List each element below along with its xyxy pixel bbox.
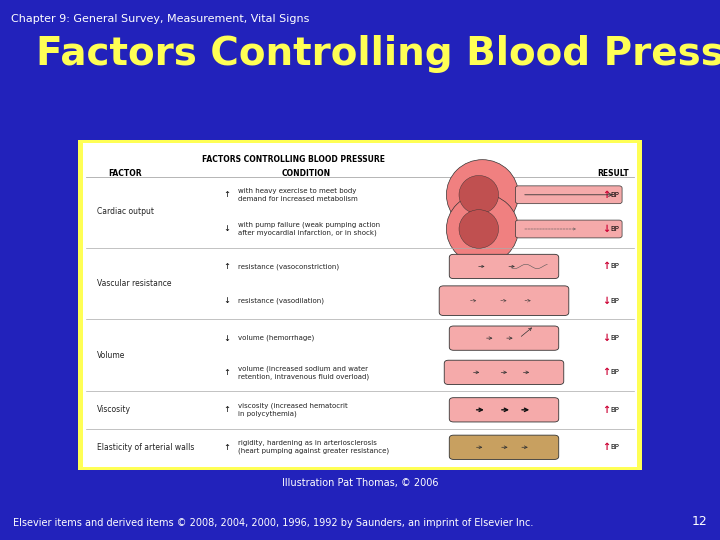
FancyBboxPatch shape — [439, 286, 569, 315]
Ellipse shape — [446, 160, 518, 230]
Text: BP: BP — [611, 192, 619, 198]
FancyBboxPatch shape — [449, 254, 559, 279]
Text: ↓: ↓ — [223, 334, 230, 343]
Text: Volume: Volume — [97, 351, 125, 360]
Text: ↓: ↓ — [602, 224, 610, 234]
FancyBboxPatch shape — [449, 435, 559, 460]
Text: Chapter 9: General Survey, Measurement, Vital Signs: Chapter 9: General Survey, Measurement, … — [11, 14, 309, 24]
Ellipse shape — [446, 194, 518, 264]
Text: ↑: ↑ — [223, 443, 230, 452]
Text: ↓: ↓ — [223, 225, 230, 233]
Text: Vascular resistance: Vascular resistance — [97, 279, 171, 288]
Text: BP: BP — [611, 335, 619, 341]
Text: BP: BP — [611, 298, 619, 303]
Text: Elasticity of arterial walls: Elasticity of arterial walls — [97, 443, 194, 452]
Text: ↓: ↓ — [602, 333, 610, 343]
Text: BP: BP — [611, 369, 619, 375]
Text: volume (increased sodium and water
retention, intravenous fluid overload): volume (increased sodium and water reten… — [238, 365, 369, 380]
Text: BP: BP — [611, 407, 619, 413]
Text: viscosity (increased hematocrit
in polycythemia): viscosity (increased hematocrit in polyc… — [238, 403, 347, 417]
Text: ↑: ↑ — [602, 405, 610, 415]
Text: ↓: ↓ — [602, 296, 610, 306]
Text: resistance (vasoconstriction): resistance (vasoconstriction) — [238, 263, 338, 269]
FancyBboxPatch shape — [516, 220, 622, 238]
Text: ↑: ↑ — [602, 261, 610, 272]
Text: ↑: ↑ — [602, 190, 610, 200]
Ellipse shape — [459, 210, 498, 248]
Text: BP: BP — [611, 264, 619, 269]
Text: Elsevier items and derived items © 2008, 2004, 2000, 1996, 1992 by Saunders, an : Elsevier items and derived items © 2008,… — [13, 518, 534, 528]
FancyBboxPatch shape — [449, 326, 559, 350]
Bar — [83, 143, 637, 467]
Text: 12: 12 — [691, 515, 707, 528]
Text: RESULT: RESULT — [598, 169, 629, 178]
Text: BP: BP — [611, 444, 619, 450]
Text: with heavy exercise to meet body
demand for increased metabolism: with heavy exercise to meet body demand … — [238, 188, 357, 201]
Text: ↑: ↑ — [602, 367, 610, 377]
Ellipse shape — [459, 176, 498, 214]
FancyBboxPatch shape — [444, 360, 564, 384]
Text: CONDITION: CONDITION — [282, 169, 330, 178]
FancyBboxPatch shape — [449, 397, 559, 422]
Text: ↑: ↑ — [223, 190, 230, 199]
Text: ↑: ↑ — [602, 442, 610, 453]
Text: FACTORS CONTROLLING BLOOD PRESSURE: FACTORS CONTROLLING BLOOD PRESSURE — [202, 155, 385, 164]
Text: with pump failure (weak pumping action
after myocardial infarction, or in shock): with pump failure (weak pumping action a… — [238, 222, 379, 236]
Text: BP: BP — [611, 226, 619, 232]
Text: Factors Controlling Blood Pressure: Factors Controlling Blood Pressure — [36, 35, 720, 73]
Text: Viscosity: Viscosity — [97, 406, 131, 414]
Text: volume (hemorrhage): volume (hemorrhage) — [238, 335, 314, 341]
Text: rigidity, hardening as in arteriosclerosis
(heart pumping against greater resist: rigidity, hardening as in arterioscleros… — [238, 440, 389, 454]
Text: Cardiac output: Cardiac output — [97, 207, 154, 217]
Text: ↑: ↑ — [223, 406, 230, 414]
Text: resistance (vasodilation): resistance (vasodilation) — [238, 298, 323, 304]
Text: ↑: ↑ — [223, 368, 230, 377]
Text: ↓: ↓ — [223, 296, 230, 305]
Bar — [78, 140, 642, 470]
FancyBboxPatch shape — [516, 186, 622, 204]
Text: Illustration Pat Thomas, © 2006: Illustration Pat Thomas, © 2006 — [282, 478, 438, 488]
Text: ↑: ↑ — [223, 262, 230, 271]
Text: FACTOR: FACTOR — [108, 169, 142, 178]
